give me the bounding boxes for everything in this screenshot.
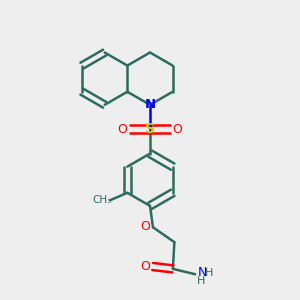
- Text: O: O: [118, 123, 128, 136]
- Text: S: S: [145, 122, 155, 136]
- Text: O: O: [141, 220, 151, 233]
- Text: H: H: [205, 268, 213, 278]
- Text: N: N: [144, 98, 156, 111]
- Text: N: N: [198, 266, 207, 279]
- Text: CH₃: CH₃: [92, 195, 111, 205]
- Text: O: O: [172, 123, 182, 136]
- Text: O: O: [141, 260, 151, 273]
- Text: H: H: [197, 276, 205, 286]
